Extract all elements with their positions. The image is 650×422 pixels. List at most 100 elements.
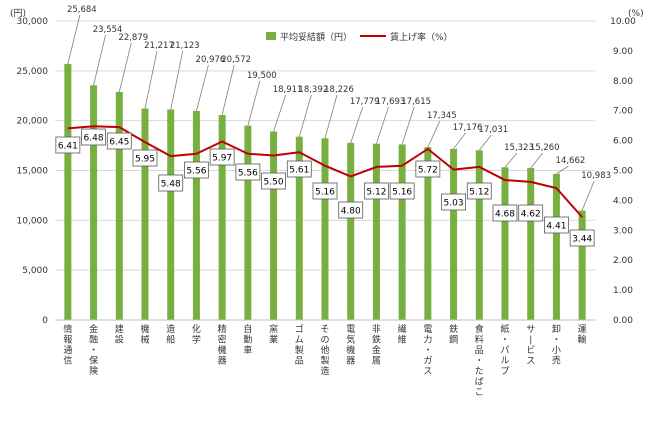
- rate-label-box: [544, 216, 569, 234]
- bar-label-leader: [530, 152, 544, 169]
- bar-value-label: 23,554: [93, 25, 123, 35]
- rate-value-label: 5.61: [289, 166, 309, 176]
- bar-label-leader: [298, 94, 312, 137]
- bar: [372, 143, 380, 320]
- category-label: サ|ビス: [526, 324, 535, 367]
- bar-value-label: 18,226: [324, 85, 354, 95]
- bar-label-leader: [247, 80, 261, 126]
- category-label: 建設: [115, 323, 124, 346]
- bar: [115, 91, 123, 321]
- category-label: 自動車: [243, 323, 252, 356]
- rate-value-label: 4.41: [546, 222, 566, 232]
- bar-label-leader: [504, 152, 518, 168]
- rate-value-label: 5.95: [135, 155, 155, 165]
- rate-value-label: 5.16: [392, 188, 412, 198]
- legend-line-label: 賃上げ率（%）: [390, 31, 453, 43]
- rate-value-label: 4.80: [341, 207, 361, 217]
- bar-label-leader: [478, 134, 492, 151]
- bar-label-leader: [93, 34, 106, 86]
- category-label: 紙・パルプ: [500, 323, 509, 377]
- bar: [398, 144, 406, 320]
- category-label: ゴム製品: [295, 323, 304, 367]
- rate-label-box: [415, 160, 441, 178]
- left-tick-label: 10,000: [17, 216, 49, 226]
- category-label: 情報通信: [63, 323, 72, 367]
- bar-value-label: 10,983: [581, 171, 611, 181]
- bar: [527, 167, 535, 320]
- rate-label-box: [312, 182, 338, 200]
- rate-line: [67, 125, 583, 218]
- right-tick-label: 5.00: [613, 167, 633, 177]
- bar: [64, 64, 72, 320]
- right-tick-label: 1.00: [613, 286, 633, 296]
- rate-label-box: [338, 201, 364, 219]
- rate-value-label: 4.62: [521, 210, 541, 220]
- rate-value-label: 5.12: [366, 188, 386, 198]
- bar-value-label: 18,911: [273, 85, 303, 95]
- bar: [552, 173, 560, 320]
- bar: [141, 108, 149, 320]
- rate-value-label: 5.50: [264, 178, 284, 188]
- rate-label-box: [158, 174, 184, 192]
- rate-value-label: 5.72: [418, 166, 438, 176]
- right-tick-label: 6.00: [613, 137, 633, 147]
- rate-value-label: 4.68: [495, 210, 515, 220]
- category-label: 卸・小売: [552, 323, 561, 367]
- bar-value-label: 17,693: [376, 97, 406, 107]
- bar-value-label: 20,572: [221, 55, 251, 65]
- bar: [501, 167, 509, 320]
- rate-label-box: [389, 182, 415, 200]
- left-tick-label: 20,000: [17, 117, 49, 127]
- legend-bar-swatch: [266, 32, 276, 40]
- rate-label-box: [81, 128, 106, 146]
- rate-value-label: 5.48: [161, 180, 181, 190]
- category-label: 化学: [192, 323, 201, 346]
- rate-label-box: [364, 182, 389, 200]
- category-label: その他製造: [320, 324, 329, 377]
- category-label: 食料品・たばこ: [475, 323, 484, 398]
- left-tick-label: 0: [42, 316, 48, 326]
- bar-value-label: 17,176: [453, 123, 483, 133]
- rate-label-box: [569, 229, 595, 247]
- line-series: [67, 125, 583, 218]
- right-tick-label: 7.00: [613, 107, 633, 117]
- right-tick-label: 10.00: [610, 17, 636, 27]
- left-axis-unit: (円): [10, 8, 26, 19]
- bar: [167, 109, 175, 321]
- bar-value-label: 15,260: [530, 143, 560, 153]
- bar-label-leader: [427, 120, 441, 148]
- bar-label-leader: [350, 106, 364, 143]
- rate-label-box: [184, 161, 209, 179]
- rate-value-label: 5.16: [315, 188, 335, 198]
- bar-value-label: 18,392: [298, 85, 328, 95]
- bar-label-leader: [376, 106, 389, 144]
- rate-label-box: [492, 204, 518, 222]
- rate-value-label: 6.48: [84, 134, 104, 144]
- bar-label-leader: [453, 132, 466, 150]
- rate-value-label: 5.56: [186, 167, 206, 177]
- right-tick-label: 8.00: [613, 77, 633, 87]
- bar-value-label: 17,031: [478, 125, 508, 135]
- rate-value-label: 5.03: [444, 199, 464, 209]
- left-tick-label: 30,000: [17, 17, 49, 27]
- legend: 平均妥結額（円） 賃上げ率（%）: [266, 31, 453, 43]
- bar-value-label: 17,345: [427, 111, 457, 121]
- category-label: 非鉄金属: [372, 323, 381, 367]
- rate-value-label: 6.41: [58, 142, 78, 152]
- bar-value-label: 21,123: [170, 41, 200, 51]
- bar-label-leader: [401, 106, 415, 145]
- right-tick-label: 9.00: [613, 47, 633, 57]
- axes: (円) (%) 0 5,000 10,000 15,000 20,000 25,000 30…: [10, 8, 644, 398]
- rate-label-box: [466, 182, 492, 200]
- bar-series: [64, 64, 586, 321]
- bar-value-label: 17,779: [350, 97, 380, 107]
- category-label: 運輸: [578, 324, 587, 346]
- right-tick-label: 0.00: [613, 316, 633, 326]
- rate-label-box: [235, 163, 261, 181]
- left-tick-label: 5,000: [22, 266, 48, 276]
- rate-label-box: [261, 172, 286, 190]
- right-tick-label: 3.00: [613, 226, 633, 236]
